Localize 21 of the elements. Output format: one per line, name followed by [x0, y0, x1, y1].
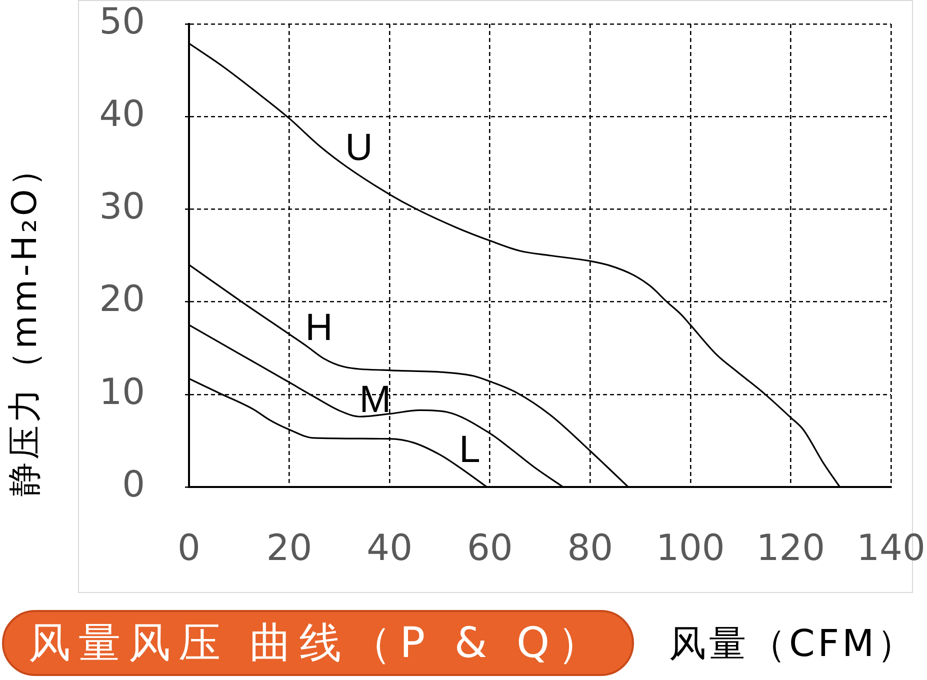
- x-tick-label: 60: [466, 528, 513, 569]
- series-label: L: [459, 428, 480, 471]
- x-tick-label: 80: [567, 528, 614, 569]
- series-label: M: [359, 378, 391, 421]
- banner: 风量风压 曲线（P & Q）: [2, 610, 634, 676]
- y-axis-title: 静压力（mm-H₂O）: [5, 149, 45, 497]
- y-tick-label: 20: [99, 279, 145, 320]
- series-label: H: [305, 306, 333, 349]
- y-tick-label: 40: [99, 94, 145, 135]
- x-tick-label: 100: [656, 528, 725, 569]
- y-tick-label: 10: [99, 372, 145, 413]
- x-tick-label: 140: [856, 528, 926, 569]
- y-tick-label: 50: [99, 1, 145, 42]
- x-tick-label: 20: [266, 528, 312, 569]
- x-tick-label: 40: [366, 528, 412, 569]
- y-tick-label: 0: [122, 464, 145, 506]
- y-tick-label: 30: [99, 186, 145, 228]
- x-axis-title: 风量（CFM）: [668, 622, 917, 666]
- x-tick-label: 0: [178, 528, 200, 569]
- series-label: U: [345, 127, 373, 170]
- x-tick-label: 120: [756, 528, 826, 569]
